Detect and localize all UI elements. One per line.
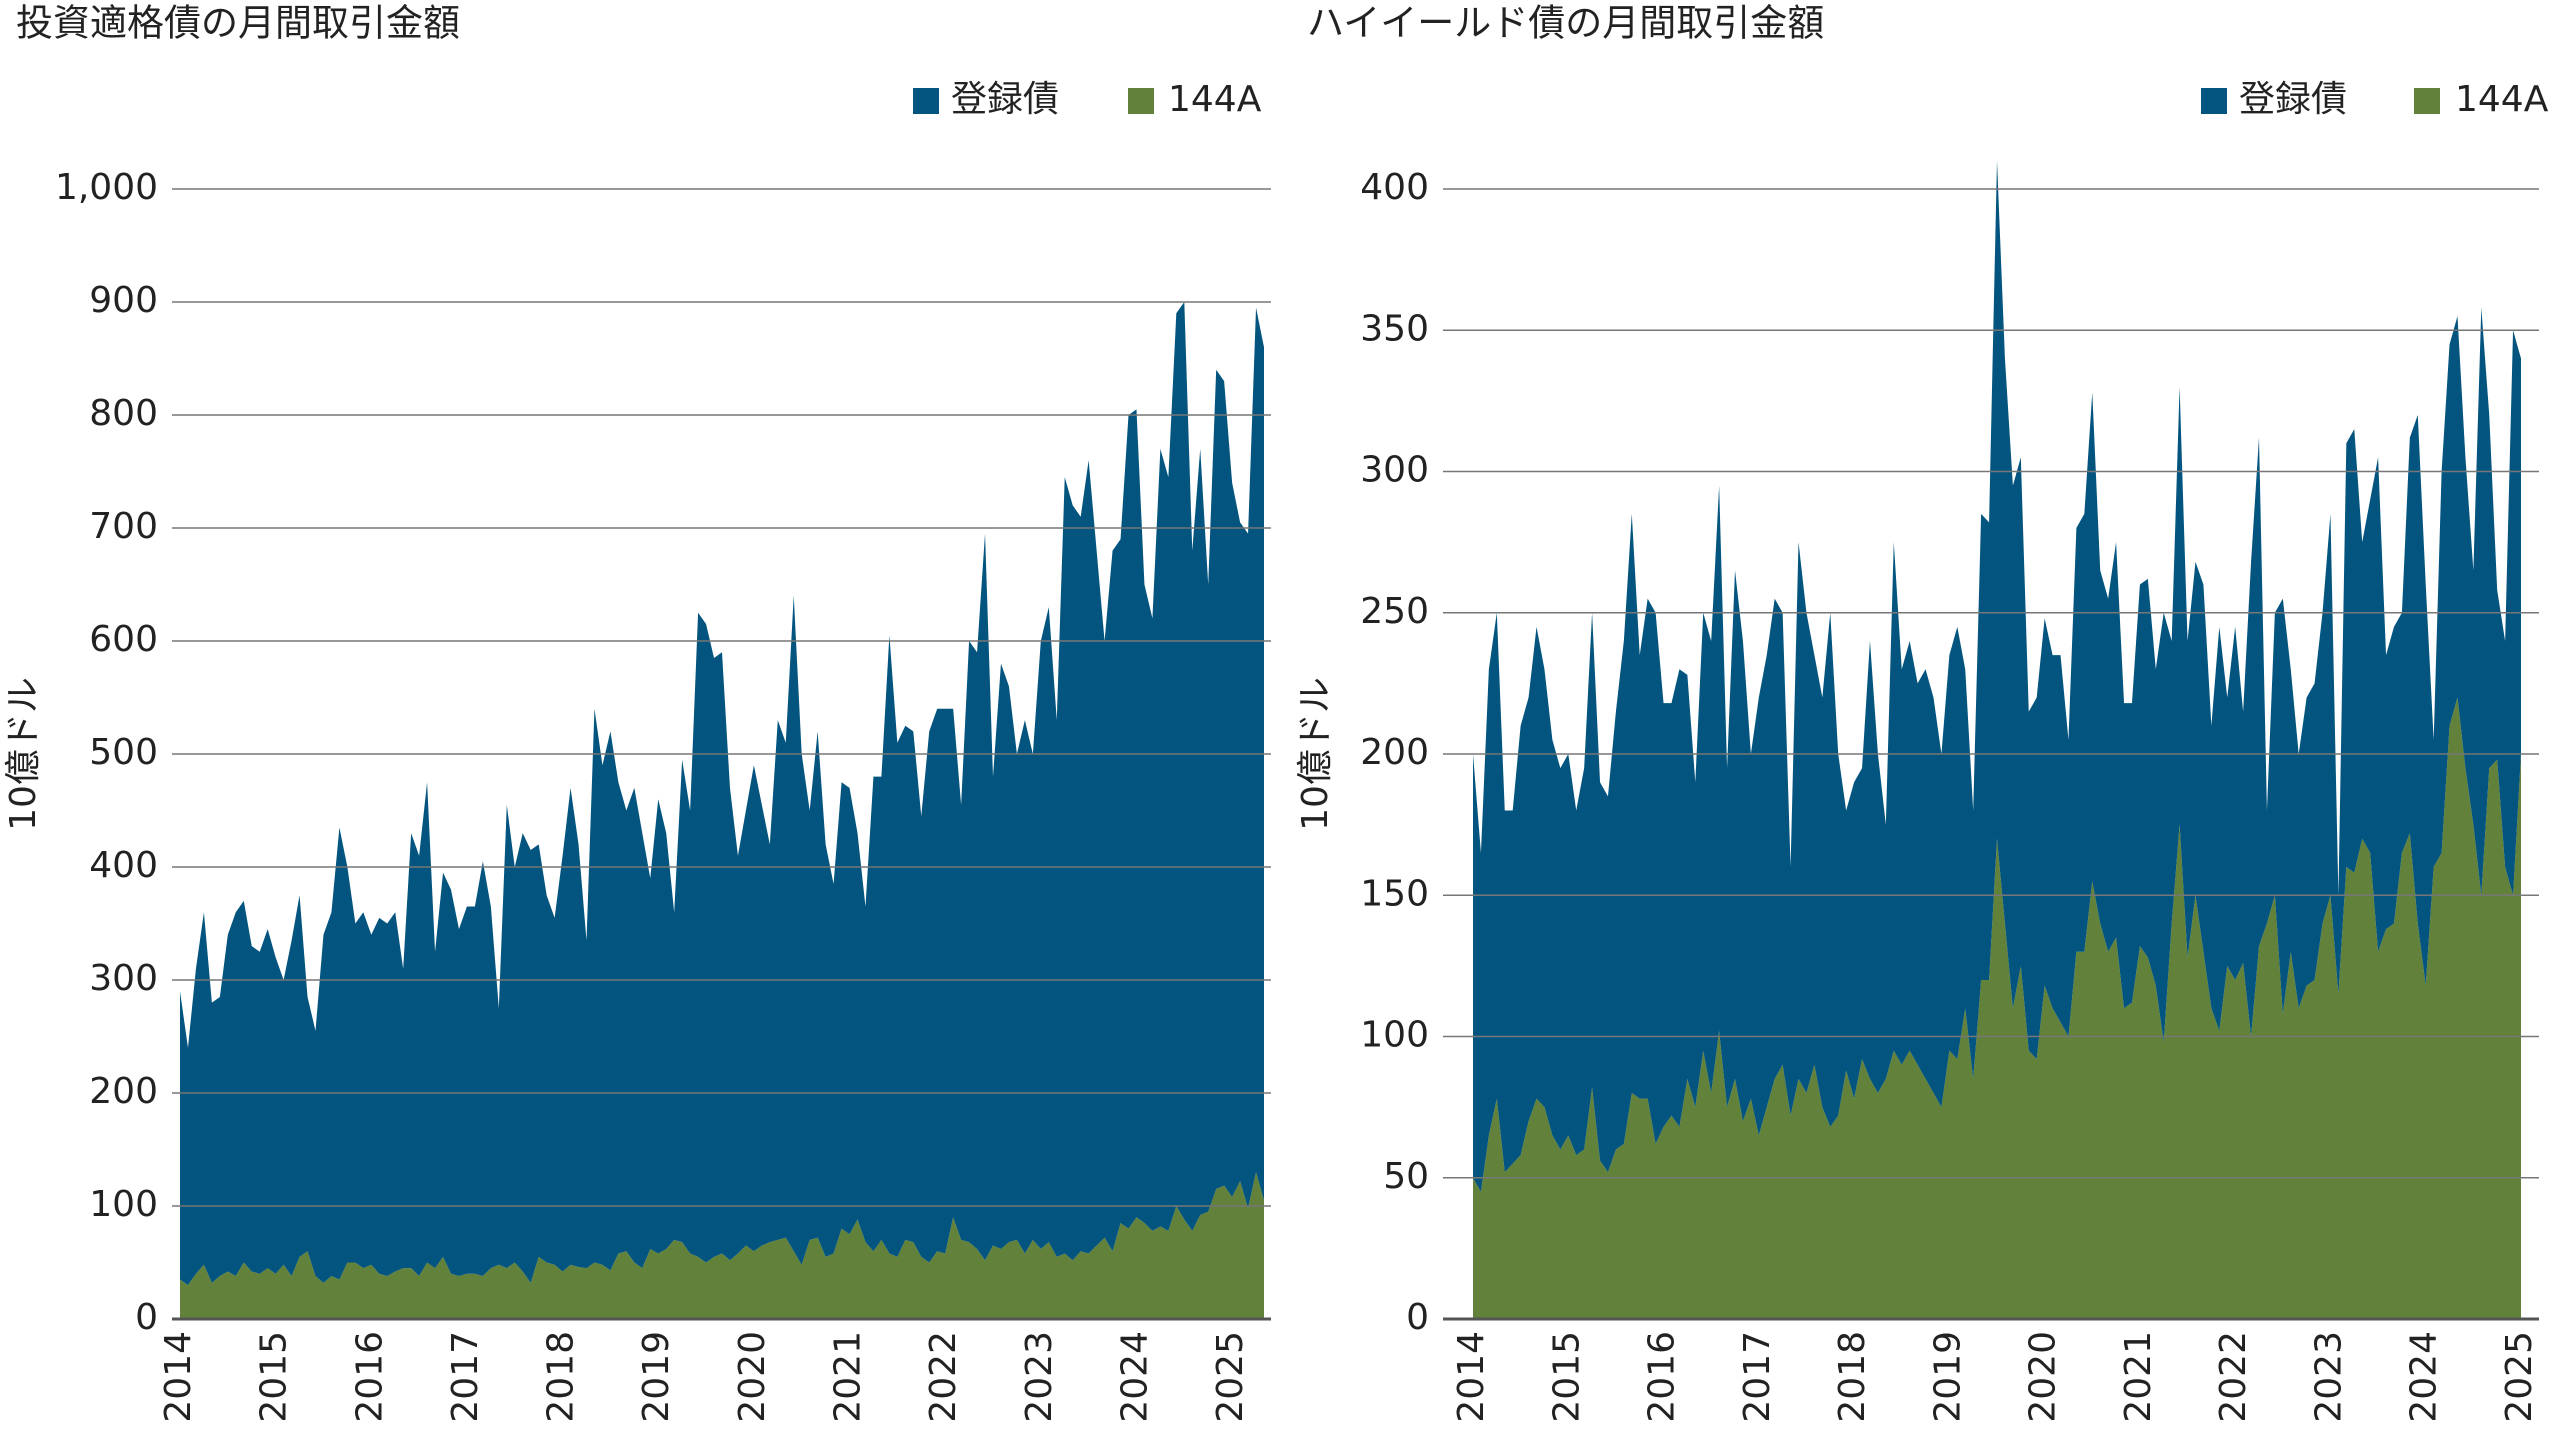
x-tick-label: 2015 <box>1546 1331 1587 1423</box>
y-tick-label: 800 <box>89 393 158 434</box>
y-tick-label: 300 <box>1360 450 1429 491</box>
legend-swatch <box>1128 88 1154 114</box>
y-tick-label: 250 <box>1360 591 1429 632</box>
x-tick-label: 2020 <box>732 1331 773 1423</box>
x-tick-label: 2023 <box>1019 1331 1060 1423</box>
y-tick-label: 100 <box>89 1184 158 1225</box>
legend-label: 144A <box>1168 79 1262 120</box>
y-tick-label: 400 <box>89 845 158 886</box>
x-tick-label: 2014 <box>158 1331 199 1423</box>
y-tick-label: 500 <box>89 732 158 773</box>
y-tick-label: 200 <box>89 1071 158 1112</box>
x-tick-label: 2015 <box>254 1331 295 1423</box>
chart-title: ハイイールド債の月間取引金額 <box>1307 2 1824 45</box>
x-tick-label: 2024 <box>2404 1331 2445 1423</box>
x-tick-label: 2017 <box>1737 1331 1778 1423</box>
x-tick-label: 2022 <box>2213 1331 2254 1423</box>
y-tick-label: 100 <box>1360 1015 1429 1056</box>
y-tick-label: 1,000 <box>55 167 158 208</box>
x-tick-label: 2020 <box>2023 1331 2064 1423</box>
y-tick-label: 0 <box>1406 1297 1429 1338</box>
x-tick-label: 2023 <box>2308 1331 2349 1423</box>
y-tick-label: 350 <box>1360 308 1429 349</box>
legend-swatch <box>913 88 939 114</box>
area <box>180 302 1264 1286</box>
y-tick-label: 300 <box>89 958 158 999</box>
x-tick-label: 2019 <box>1927 1331 1968 1423</box>
x-tick-label: 2016 <box>1642 1331 1683 1423</box>
x-tick-label: 2018 <box>1832 1331 1873 1423</box>
legend-label: 登録債 <box>951 79 1059 120</box>
x-tick-label: 2021 <box>2118 1331 2159 1423</box>
y-tick-label: 900 <box>89 280 158 321</box>
legend-label: 登録債 <box>2239 79 2347 120</box>
y-tick-label: 0 <box>135 1297 158 1338</box>
y-axis-label: 10億ドル <box>3 677 44 831</box>
y-axis-label: 10億ドル <box>1295 677 1336 831</box>
area <box>1473 697 2521 1319</box>
x-tick-label: 2017 <box>445 1331 486 1423</box>
x-tick-label: 2022 <box>923 1331 964 1423</box>
chart-title: 投資適格債の月間取引金額 <box>16 2 460 45</box>
x-tick-label: 2025 <box>1210 1331 1251 1423</box>
x-tick-label: 2016 <box>349 1331 390 1423</box>
x-tick-label: 2025 <box>2499 1331 2540 1423</box>
legend-swatch <box>2414 88 2440 114</box>
x-tick-label: 2019 <box>636 1331 677 1423</box>
y-tick-label: 150 <box>1360 873 1429 914</box>
x-tick-label: 2014 <box>1451 1331 1492 1423</box>
legend-swatch <box>2201 88 2227 114</box>
x-tick-label: 2024 <box>1114 1331 1155 1423</box>
legend-label: 144A <box>2455 79 2549 120</box>
x-tick-label: 2021 <box>828 1331 869 1423</box>
x-tick-label: 2018 <box>541 1331 582 1423</box>
area <box>1473 160 2521 1192</box>
y-tick-label: 600 <box>89 619 158 660</box>
area <box>180 1172 1264 1319</box>
y-tick-label: 50 <box>1383 1156 1429 1197</box>
y-tick-label: 400 <box>1360 167 1429 208</box>
y-tick-label: 200 <box>1360 732 1429 773</box>
y-tick-label: 700 <box>89 506 158 547</box>
